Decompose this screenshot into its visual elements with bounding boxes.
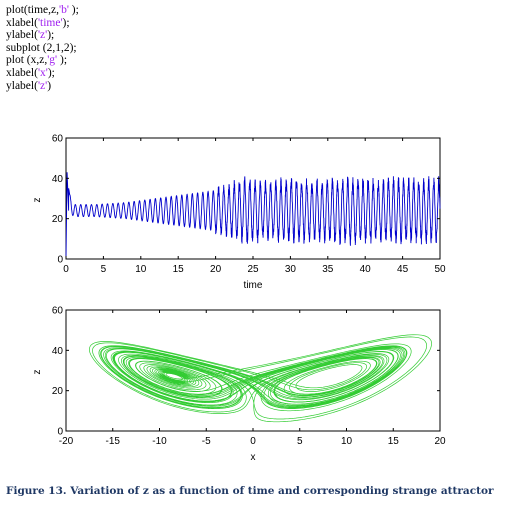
attractor-xtick-label: -5 — [202, 436, 211, 447]
code-line: plot (x,z,'g' ); — [6, 54, 79, 67]
attractor-xtick-label: 0 — [250, 436, 256, 447]
time-ytick-label: 20 — [52, 214, 64, 225]
code-string: 'time' — [37, 16, 63, 29]
code-string: 'g' — [47, 54, 58, 67]
figure-caption: Figure 13. Variation of z as a function … — [6, 485, 494, 497]
code-text: ); — [47, 29, 55, 42]
code-text: ); — [62, 16, 70, 29]
time-xtick-label: 0 — [63, 264, 69, 275]
attractor-xtick-label: 15 — [388, 436, 400, 447]
time-xtick-label: 50 — [434, 264, 446, 275]
time-xtick-label: 25 — [247, 264, 259, 275]
attractor-xtick-label: -10 — [152, 436, 167, 447]
code-text: ); — [47, 66, 55, 79]
attractor-plot: -20 -15 -10 -5 0 5 10 15 20 0 20 40 60 x z — [32, 306, 446, 464]
z-time-series-line — [65, 172, 441, 260]
attractor-ytick-label: 40 — [52, 346, 64, 357]
code-line: xlabel('time'); — [6, 17, 79, 30]
time-ytick-label: 0 — [57, 255, 63, 266]
time-xtick-label: 20 — [210, 264, 222, 275]
attractor-xtick-label: -20 — [59, 436, 74, 447]
time-xtick-label: 30 — [285, 264, 297, 275]
attractor-ylabel: z — [32, 370, 43, 375]
code-line: subplot (2,1,2); — [6, 42, 79, 55]
time-xlabel: time — [244, 280, 263, 291]
code-string: 'z' — [37, 29, 48, 42]
time-xtick-label: 15 — [173, 264, 185, 275]
attractor-ytick-label: 0 — [57, 427, 63, 438]
attractor-xtick-label: -15 — [106, 436, 121, 447]
code-text: plot(time,z, — [6, 4, 60, 16]
attractor-ytick-label: 60 — [52, 306, 64, 317]
code-text: ); — [57, 54, 68, 67]
code-line: xlabel('x'); — [6, 67, 79, 80]
time-plot: 0 5 10 15 20 25 30 35 40 45 50 0 20 40 60 time z — [32, 134, 446, 292]
code-text: ) — [47, 79, 52, 92]
code-string: 'b' — [59, 4, 69, 16]
code-line: plot(time,z,'b' ); — [6, 4, 79, 17]
code-line: ylabel('z') — [6, 80, 79, 93]
code-text: subplot (2,1,2); — [6, 41, 77, 54]
code-text: xlabel( — [6, 16, 38, 29]
attractor-xtick-label: 5 — [297, 436, 303, 447]
time-xtick-label: 10 — [135, 264, 147, 275]
time-xtick-label: 40 — [360, 264, 372, 275]
attractor-xlabel: x — [251, 452, 256, 463]
code-listing: plot(time,z,'b' ); xlabel('time'); ylabel(… — [6, 4, 79, 92]
time-ylabel: z — [32, 198, 43, 203]
code-text: plot (x,z, — [6, 54, 48, 67]
code-line: ylabel('z'); — [6, 29, 79, 42]
attractor-xtick-label: 10 — [341, 436, 353, 447]
code-string: 'x' — [37, 66, 48, 79]
code-text: ); — [68, 4, 79, 16]
time-xtick-label: 45 — [397, 264, 409, 275]
time-xtick-label: 35 — [322, 264, 334, 275]
time-xtick-label: 5 — [101, 264, 107, 275]
code-text: xlabel( — [6, 66, 38, 79]
attractor-xtick-label: 20 — [434, 436, 446, 447]
code-string: 'z' — [37, 79, 48, 92]
attractor-ytick-label: 20 — [52, 386, 64, 397]
code-text: ylabel( — [6, 29, 38, 42]
code-text: ylabel( — [6, 79, 38, 92]
time-ytick-label: 40 — [52, 174, 64, 185]
time-ytick-label: 60 — [52, 134, 64, 145]
attractor-line — [89, 334, 432, 423]
